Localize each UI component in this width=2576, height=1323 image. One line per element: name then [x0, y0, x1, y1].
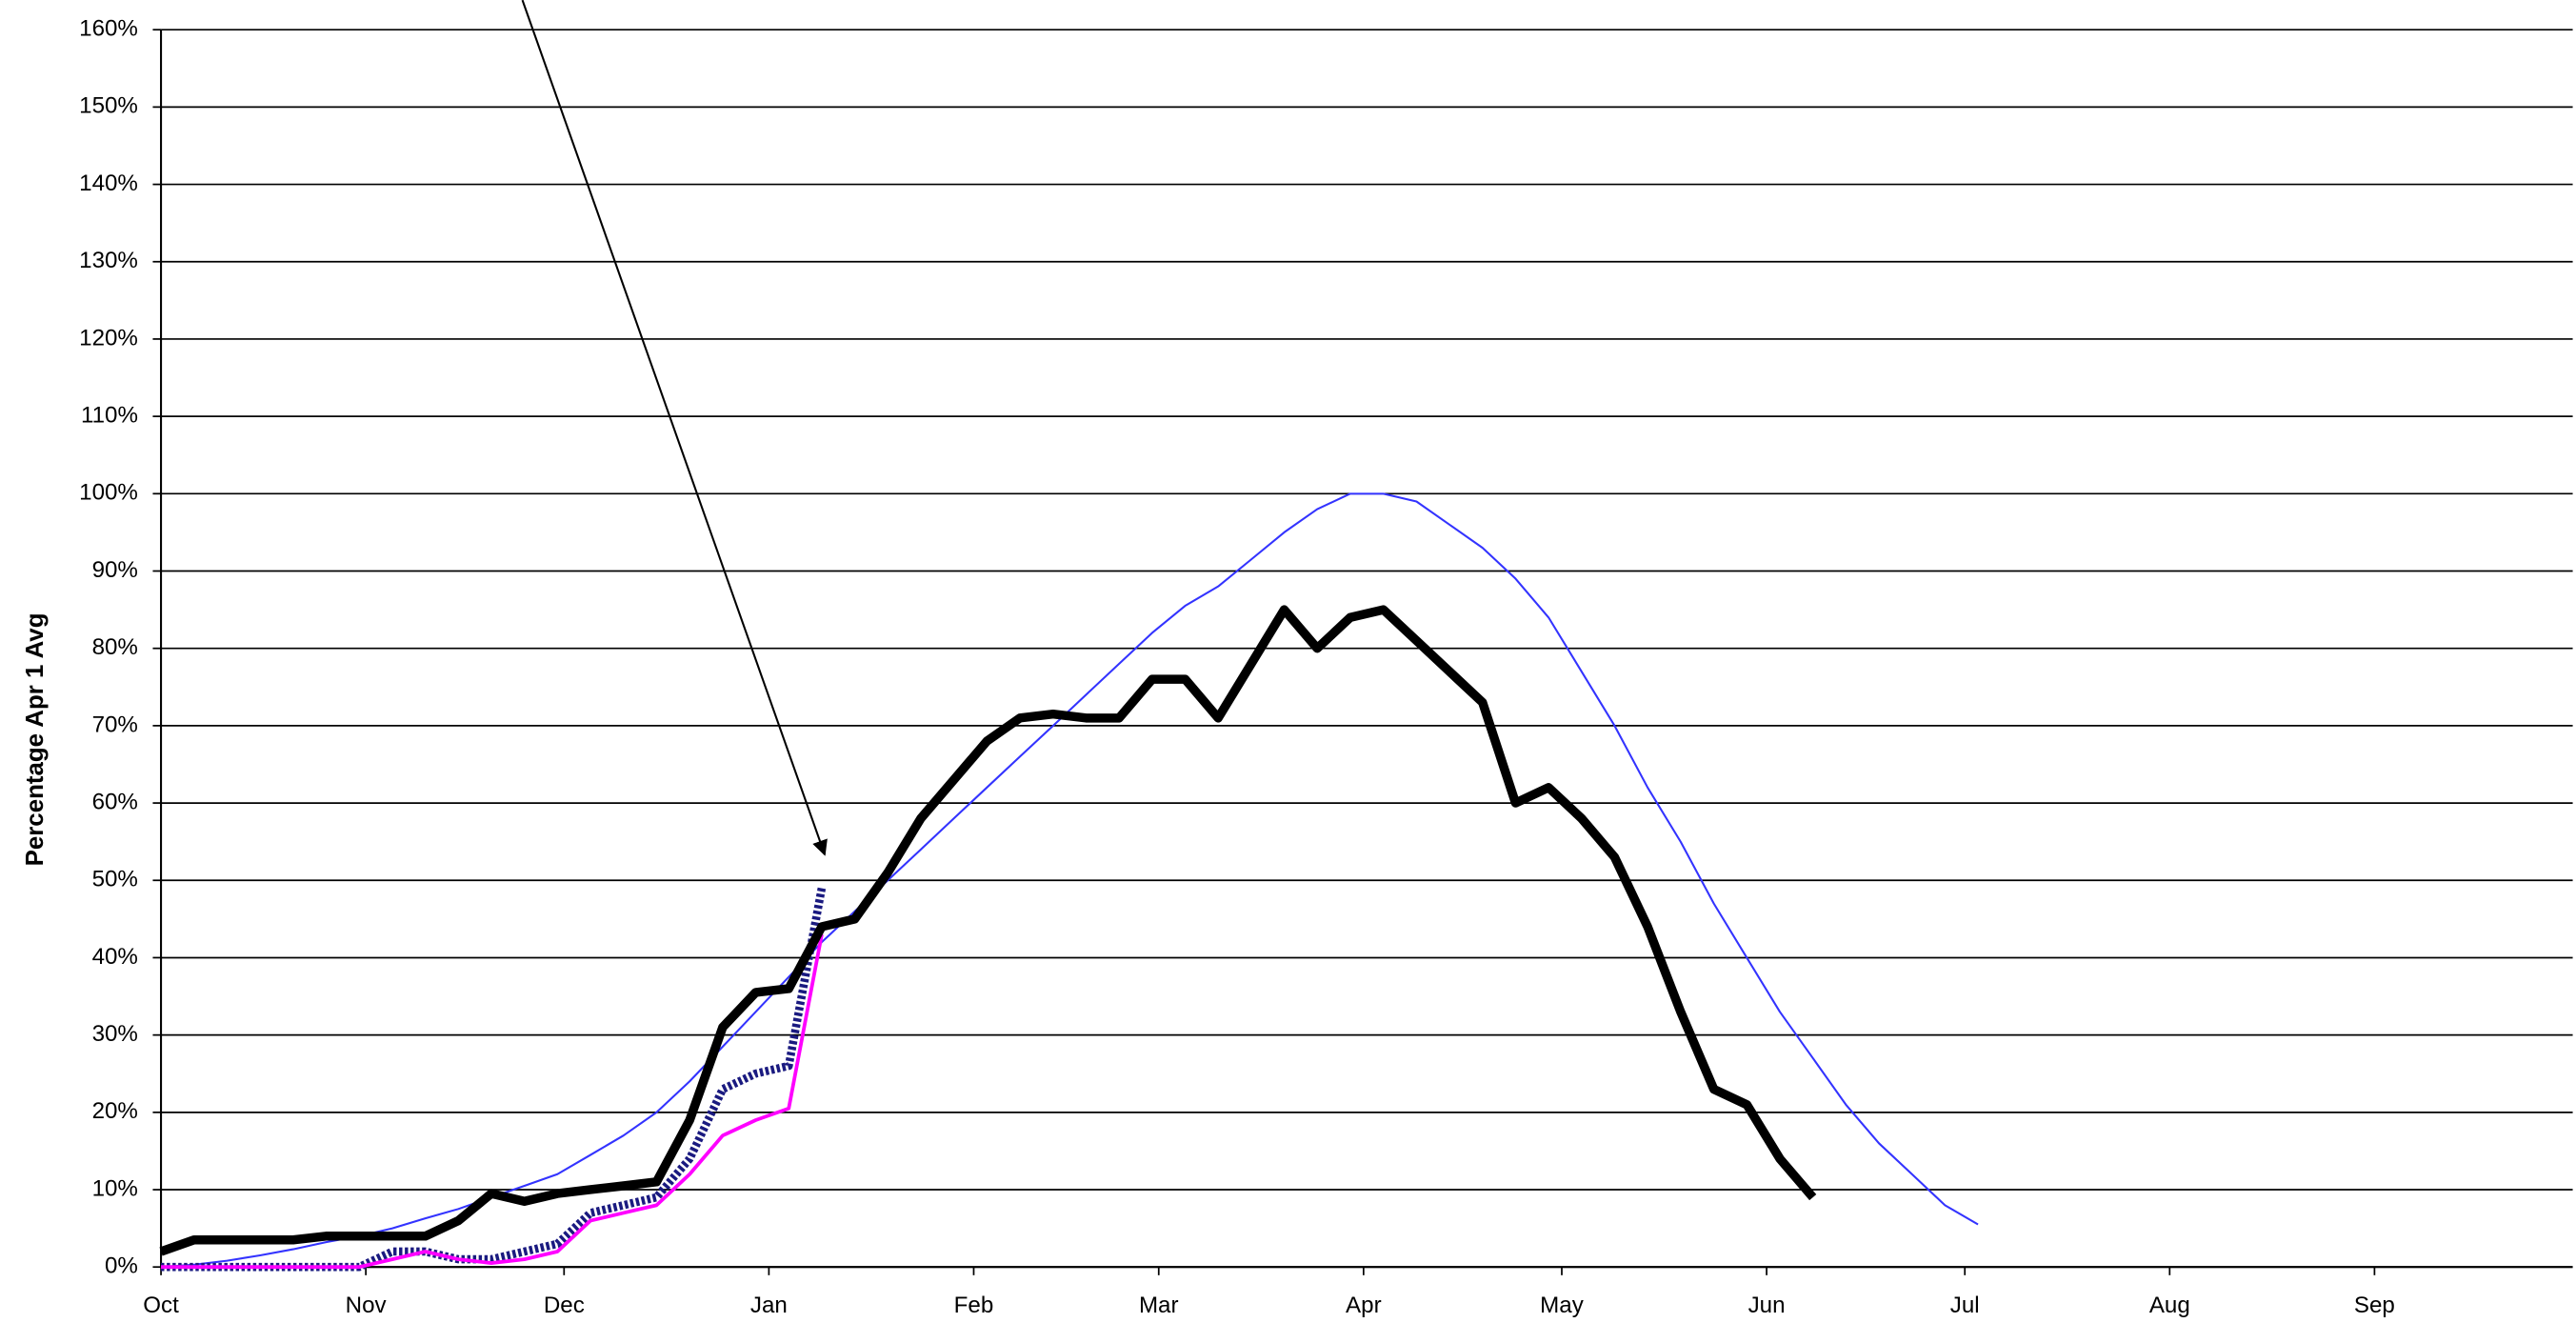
x-tick-label: May: [1540, 1293, 1585, 1318]
y-tick-label: 50%: [92, 867, 138, 892]
series-line: [160, 492, 1979, 1269]
y-tick-label: 70%: [92, 712, 138, 737]
y-tick-label: 20%: [92, 1098, 138, 1124]
x-tick-label: Feb: [954, 1293, 994, 1318]
x-tick-label: Jan: [750, 1293, 788, 1318]
y-tick-label: 150%: [79, 93, 138, 119]
y-tick-label: 160%: [79, 16, 138, 42]
y-tick-label: 30%: [92, 1021, 138, 1047]
x-tick-label: Dec: [544, 1293, 585, 1318]
x-tick-label: Apr: [1346, 1293, 1382, 1318]
plot-area: 0% 10% 20% 30% 40% 50% 60% 70% 80% 90% 100% 110% 120…: [79, 16, 2573, 1318]
y-tick-label: 130%: [79, 248, 138, 273]
x-tick-label: Jun: [1748, 1293, 1786, 1318]
annotation-arrow: [521, 0, 828, 856]
x-tick-label: Mar: [1139, 1293, 1179, 1318]
y-tick-label: 110%: [81, 403, 138, 429]
y-tick-label: 100%: [79, 480, 138, 506]
y-tick-label: 80%: [92, 634, 138, 660]
series-line: [161, 933, 824, 1270]
x-tick-label: Aug: [2149, 1293, 2190, 1318]
y-tick-label: 120%: [79, 325, 138, 351]
series-line: [159, 605, 1817, 1256]
x-tick-label: Sep: [2354, 1293, 2395, 1318]
y-tick-label: 60%: [92, 789, 138, 814]
y-tick-label: 40%: [92, 944, 138, 970]
x-tick-label: Nov: [346, 1293, 387, 1318]
y-tick-label: 10%: [92, 1175, 138, 1201]
y-tick-label: 90%: [92, 557, 138, 583]
x-tick-label: Oct: [143, 1293, 179, 1318]
y-axis-label: Percentage Apr 1 Avg: [22, 613, 49, 867]
y-tick-label: 0%: [105, 1253, 138, 1279]
y-tick-label: 140%: [79, 170, 138, 196]
x-tick-label: Jul: [1950, 1293, 1980, 1318]
